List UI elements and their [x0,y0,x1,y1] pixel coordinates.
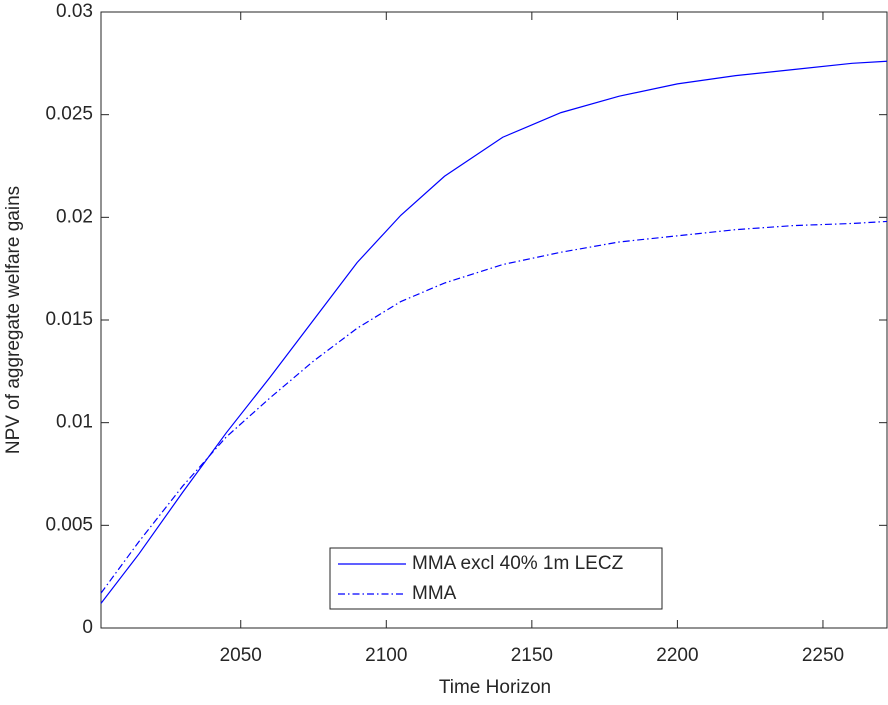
y-axis-label: NPV of aggregate welfare gains [3,186,24,454]
x-tick-label: 2050 [220,645,262,666]
y-tick-label: 0.015 [45,309,93,330]
x-axis-label: Time Horizon [439,677,551,698]
y-tick-label: 0.03 [56,1,93,22]
y-tick-label: 0.005 [45,514,93,535]
y-tick-label: 0 [82,617,93,638]
legend-label: MMA excl 40% 1m LECZ [412,553,624,574]
plot-area [100,11,888,629]
x-tick-label: 2100 [365,645,407,666]
y-tick-label: 0.025 [45,104,93,125]
y-tick-label: 0.01 [56,412,93,433]
legend-label: MMA [412,583,457,604]
line-series [100,220,888,594]
legend-box [329,547,663,610]
x-tick-label: 2250 [802,645,844,666]
x-tick-label: 2150 [511,645,553,666]
y-tick-label: 0.02 [56,206,93,227]
x-tick-label: 2200 [656,645,698,666]
